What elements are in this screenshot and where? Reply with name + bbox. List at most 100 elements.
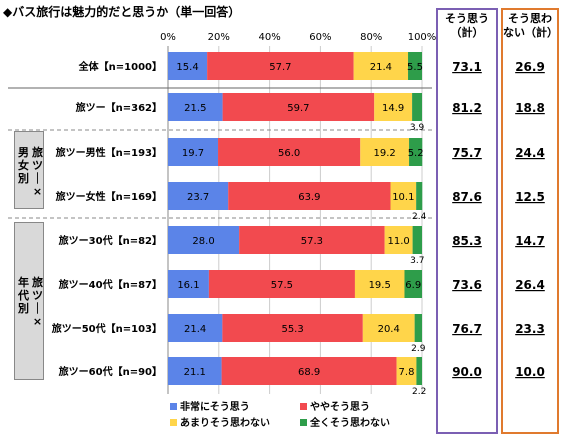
disagree-total-value: 10.0 — [515, 365, 545, 379]
data-label: 21.4 — [370, 62, 392, 73]
bar-segment — [168, 182, 229, 210]
bar-segment — [239, 226, 385, 254]
disagree-total-value: 14.7 — [515, 234, 545, 248]
x-tick-label: 100% — [408, 32, 437, 43]
data-label: 59.7 — [287, 103, 309, 114]
bar-segment — [168, 314, 223, 342]
bar-segment — [360, 138, 410, 166]
data-label: 5.5 — [407, 62, 423, 73]
disagree-total-header: そう思わ ない（計） — [503, 12, 558, 40]
legend-swatch — [300, 403, 307, 410]
legend-swatch — [300, 419, 307, 426]
bar-segment — [396, 357, 417, 385]
agree-total-value: 81.2 — [452, 101, 482, 115]
agree-total-value: 85.3 — [452, 234, 482, 248]
bar-segment — [168, 52, 208, 80]
age-group-box — [14, 222, 44, 380]
data-label: 11.0 — [387, 236, 409, 247]
bar-segment — [354, 270, 405, 298]
agree-total-value: 87.6 — [452, 190, 482, 204]
legend-label: ややそう思う — [310, 401, 370, 413]
data-label: 57.3 — [301, 236, 323, 247]
legend-swatch — [170, 403, 177, 410]
category-label: 旅ツー60代【n=90】 — [59, 365, 162, 378]
bar-segment — [168, 270, 209, 298]
bar-segment — [412, 226, 422, 254]
data-label: 56.0 — [278, 148, 300, 159]
data-label: 3.7 — [410, 256, 424, 266]
x-tick-label: 40% — [258, 32, 280, 43]
bar-segment — [208, 270, 355, 298]
disagree-total-value: 18.8 — [515, 101, 545, 115]
agree-total-box — [436, 8, 498, 434]
legend-swatch — [170, 419, 177, 426]
agree-total-value: 75.7 — [452, 146, 482, 160]
agree-total-value: 73.1 — [452, 60, 482, 74]
data-label: 2.9 — [411, 344, 426, 354]
bar-segment — [168, 138, 219, 166]
category-label: 旅ツー40代【n=87】 — [59, 278, 162, 291]
data-label: 19.7 — [182, 148, 204, 159]
bar-segment — [414, 314, 422, 342]
disagree-header-line1: そう思わ — [508, 12, 552, 25]
data-label: 2.4 — [412, 212, 427, 222]
x-tick-label: 60% — [309, 32, 331, 43]
bar-segment — [404, 270, 422, 298]
bar-segment — [409, 138, 423, 166]
bar-segment — [168, 93, 223, 121]
bar-segment — [353, 52, 409, 80]
chart-title: ◆バス旅行は魅力的だと思うか（単一回答） — [3, 5, 241, 19]
data-label: 63.9 — [298, 192, 320, 203]
bar-segment — [168, 226, 240, 254]
bar-segment — [412, 93, 422, 121]
bar-segment — [222, 314, 363, 342]
bar-segment — [374, 93, 413, 121]
bar-segment — [362, 314, 415, 342]
bar-segment — [168, 357, 222, 385]
data-label: 28.0 — [192, 236, 214, 247]
agree-total-value: 90.0 — [452, 365, 482, 379]
disagree-total-value: 26.9 — [515, 60, 545, 74]
gender-group-label-2: 男女別 — [18, 146, 29, 185]
legend-label: あまりそう思わない — [180, 416, 270, 429]
data-label: 7.8 — [399, 367, 415, 378]
bar-segment — [416, 357, 422, 385]
data-label: 2.2 — [412, 387, 426, 397]
bar-segment — [408, 52, 422, 80]
agree-header-line1: そう思う — [445, 12, 489, 25]
data-label: 3.9 — [410, 123, 425, 133]
disagree-total-value: 23.3 — [515, 322, 545, 336]
gender-group-box — [14, 131, 44, 209]
data-label: 6.9 — [405, 280, 421, 291]
agree-total-value: 73.6 — [452, 278, 482, 292]
disagree-total-value: 12.5 — [515, 190, 545, 204]
data-label: 23.7 — [187, 192, 209, 203]
agree-total-value: 76.7 — [452, 322, 482, 336]
bar-segment — [390, 182, 417, 210]
disagree-total-value: 26.4 — [515, 278, 545, 292]
disagree-total-value: 24.4 — [515, 146, 545, 160]
gender-group-label-1: 旅ツ｜ × — [32, 146, 43, 198]
bar-segment — [384, 226, 413, 254]
age-group-label-1: 旅ツ｜ × — [32, 276, 43, 328]
data-label: 19.2 — [374, 148, 396, 159]
bar-segment — [222, 93, 375, 121]
category-label: 全体【n=1000】 — [78, 60, 162, 73]
disagree-total-box — [501, 8, 559, 434]
data-label: 15.4 — [176, 62, 198, 73]
data-label: 10.1 — [392, 192, 414, 203]
bar-segment — [228, 182, 391, 210]
data-label: 57.5 — [271, 280, 293, 291]
data-label: 5.2 — [408, 148, 424, 159]
bar-segment — [218, 138, 361, 166]
agree-total-header: そう思う （計） — [438, 12, 496, 40]
data-label: 20.4 — [378, 324, 400, 335]
agree-header-line2: （計） — [450, 26, 484, 39]
data-label: 14.9 — [382, 103, 404, 114]
legend-label: 全くそう思わない — [309, 416, 390, 429]
x-tick-label: 0% — [160, 32, 176, 43]
category-label: 旅ツー女性【n=169】 — [56, 190, 162, 203]
x-tick-label: 20% — [208, 32, 230, 43]
bar-segment — [221, 357, 397, 385]
